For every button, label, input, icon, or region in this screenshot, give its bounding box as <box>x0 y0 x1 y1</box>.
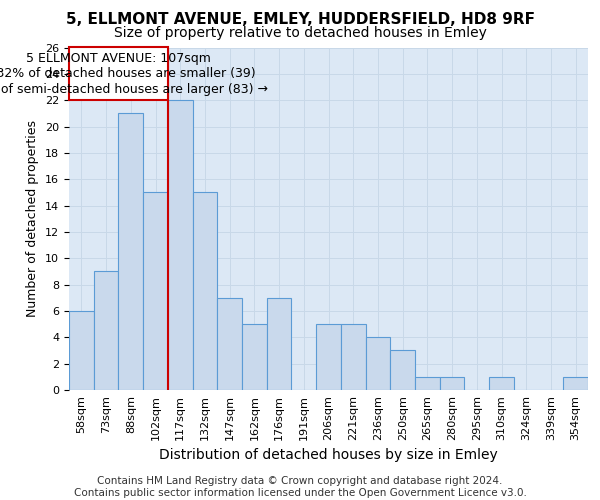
Y-axis label: Number of detached properties: Number of detached properties <box>26 120 40 318</box>
Text: 5 ELLMONT AVENUE: 107sqm: 5 ELLMONT AVENUE: 107sqm <box>26 52 211 64</box>
Bar <box>316 324 341 390</box>
Bar <box>69 48 168 100</box>
Text: 5, ELLMONT AVENUE, EMLEY, HUDDERSFIELD, HD8 9RF: 5, ELLMONT AVENUE, EMLEY, HUDDERSFIELD, … <box>65 12 535 28</box>
Text: Contains HM Land Registry data © Crown copyright and database right 2024.
Contai: Contains HM Land Registry data © Crown c… <box>74 476 526 498</box>
Bar <box>168 100 193 390</box>
Bar <box>94 272 118 390</box>
Text: ← 32% of detached houses are smaller (39): ← 32% of detached houses are smaller (39… <box>0 68 255 80</box>
Text: 68% of semi-detached houses are larger (83) →: 68% of semi-detached houses are larger (… <box>0 83 268 96</box>
Bar <box>415 377 440 390</box>
Bar <box>365 338 390 390</box>
Bar <box>217 298 242 390</box>
Bar <box>143 192 168 390</box>
Bar <box>563 377 588 390</box>
Bar <box>267 298 292 390</box>
Bar <box>489 377 514 390</box>
X-axis label: Distribution of detached houses by size in Emley: Distribution of detached houses by size … <box>159 448 498 462</box>
Bar <box>118 114 143 390</box>
Bar <box>193 192 217 390</box>
Bar <box>242 324 267 390</box>
Bar <box>440 377 464 390</box>
Text: Size of property relative to detached houses in Emley: Size of property relative to detached ho… <box>113 26 487 40</box>
Bar <box>69 311 94 390</box>
Bar <box>341 324 365 390</box>
Bar <box>390 350 415 390</box>
